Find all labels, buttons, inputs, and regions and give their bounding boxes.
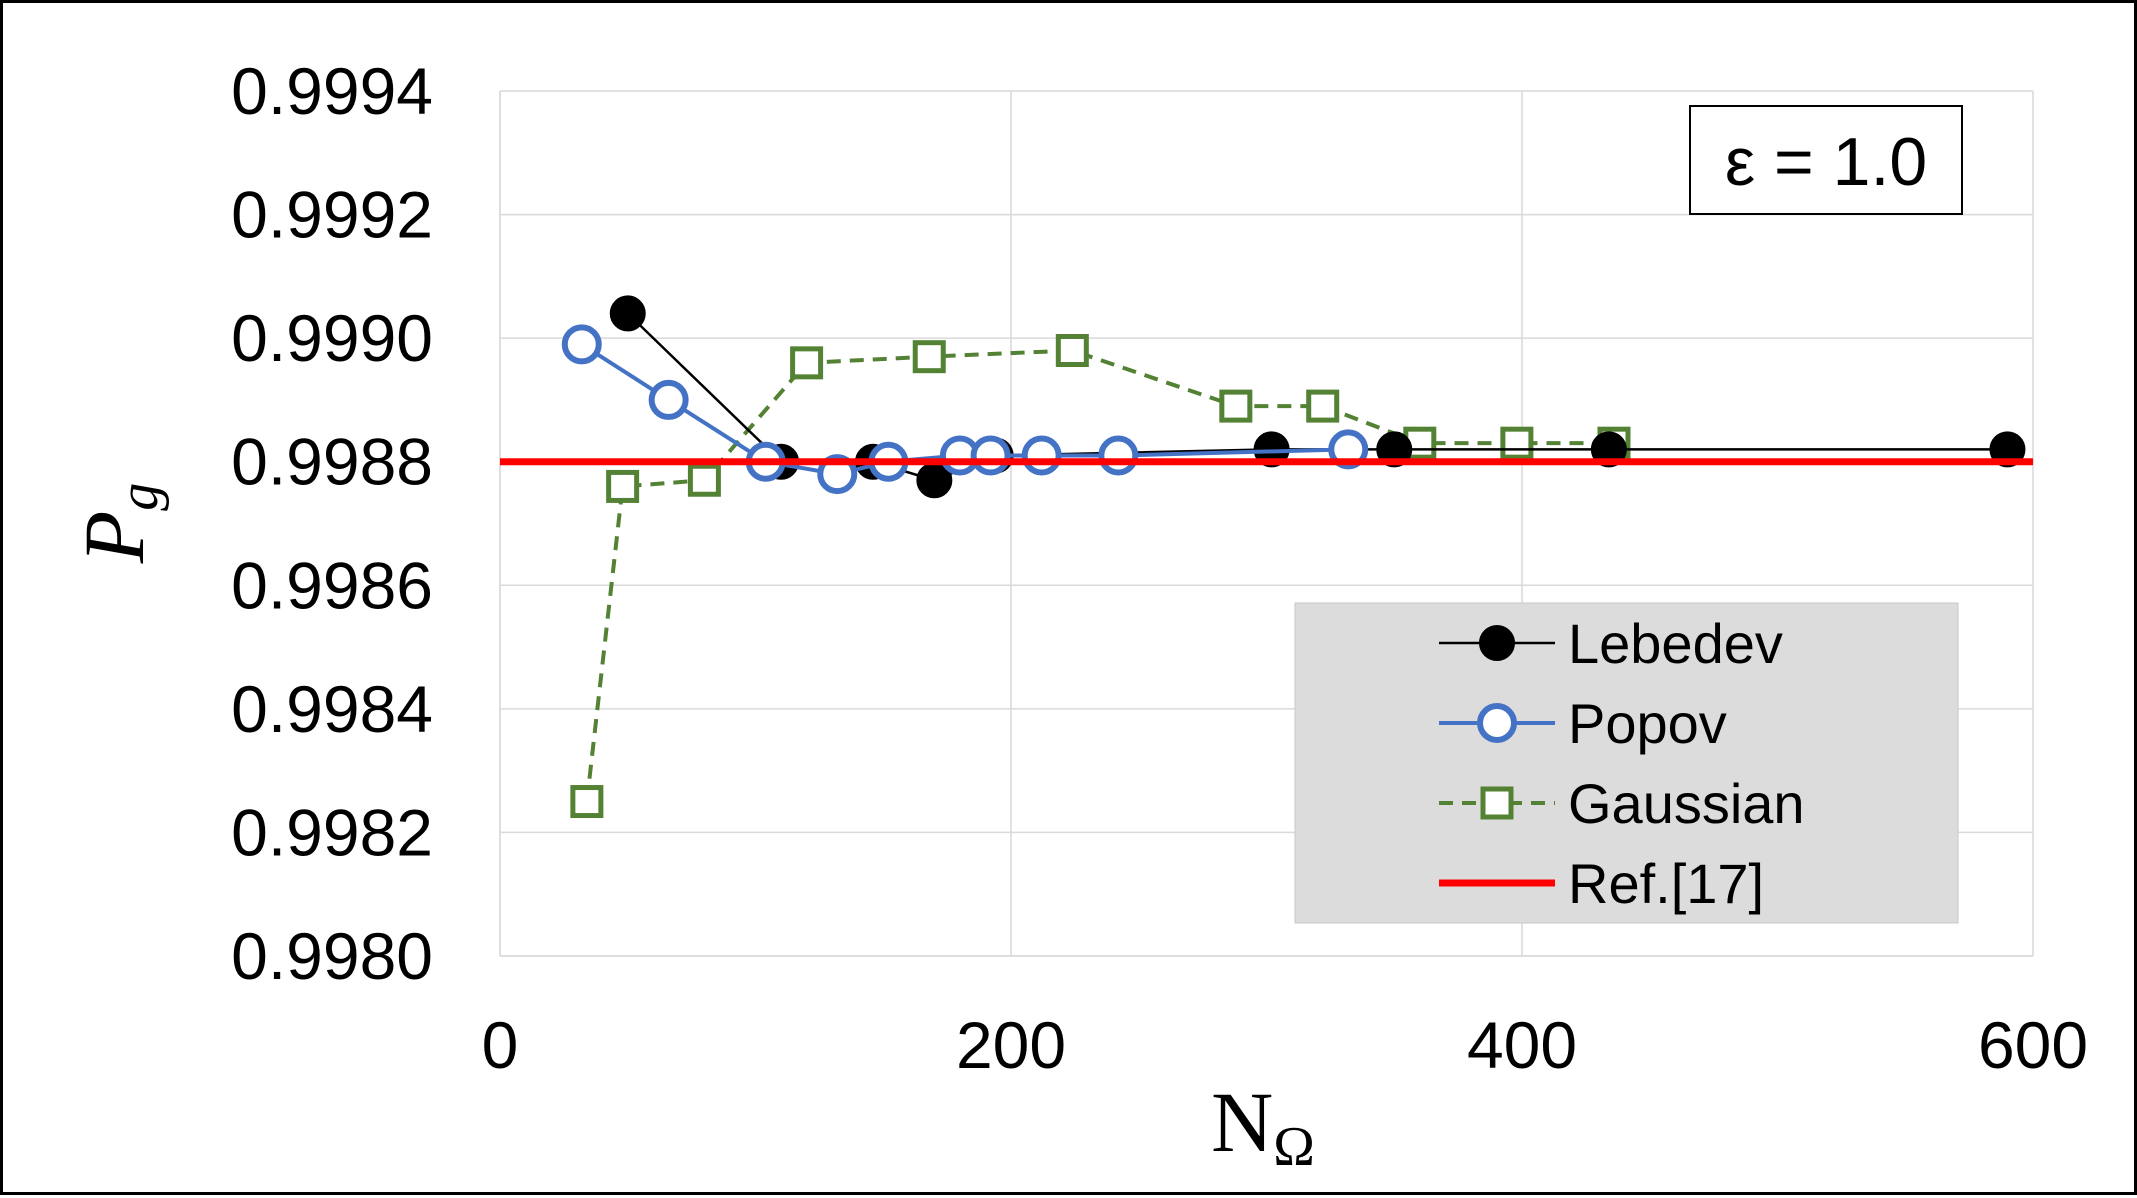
- lebedev-point: [1989, 431, 2026, 468]
- popov-point: [561, 324, 602, 365]
- y-tick-label: 0.9980: [231, 919, 433, 993]
- annotation-box: [1689, 105, 1963, 215]
- y-tick-label: 0.9984: [231, 672, 433, 746]
- popov-point: [970, 435, 1011, 476]
- popov-point: [648, 379, 689, 420]
- axes: [499, 91, 2033, 957]
- legend-gaussian-point: [1480, 786, 1514, 820]
- popov-point: [1328, 429, 1369, 470]
- y-tick-label: 0.9982: [231, 795, 433, 869]
- data-series: [500, 295, 2033, 819]
- lebedev-point: [1376, 431, 1413, 468]
- legend-label-ref-17: Ref.[17]: [1568, 852, 1764, 915]
- y-tick-label: 0.9988: [231, 425, 433, 499]
- lebedev-point: [1590, 431, 1627, 468]
- y-tick-label: 0.9992: [231, 178, 433, 252]
- legend-item-gaussian: Gaussian: [1439, 772, 1805, 835]
- gaussian-point: [790, 346, 824, 380]
- legend-box: [1294, 602, 1959, 924]
- annotation-text: ε = 1.0: [1725, 124, 1927, 200]
- gaussian-point: [1219, 389, 1253, 423]
- gaussian-point: [1500, 426, 1534, 460]
- chart-svg: 0.9980 0.9982 0.9984 0.9986 0.9988 0.9990 0.99…: [66, 54, 2088, 1178]
- legend-item-lebedev: Lebedev: [1439, 612, 1783, 675]
- y-tick-label: 0.9994: [231, 54, 433, 128]
- gaussian-point: [687, 463, 721, 497]
- popov-point: [1021, 435, 1062, 476]
- gaussian-point: [912, 340, 946, 374]
- lebedev-point: [609, 295, 646, 332]
- gaussian-point: [1306, 389, 1340, 423]
- x-tick-label: 600: [1978, 1008, 2088, 1082]
- y-axis-label: Pg: [66, 483, 170, 565]
- epsilon-annotation: ε = 1.0: [1689, 105, 1963, 215]
- tick-labels: 0.9980 0.9982 0.9984 0.9986 0.9988 0.9990 0.99…: [231, 54, 2088, 1082]
- legend-label-lebedev: Lebedev: [1568, 612, 1783, 675]
- legend-item-ref-17: Ref.[17]: [1439, 852, 1764, 915]
- legend-lebedev-point: [1479, 625, 1515, 661]
- legend-item-popov: Popov: [1439, 692, 1727, 755]
- legend-popov-point: [1477, 703, 1517, 743]
- gaussian-point: [570, 785, 604, 819]
- popov-point: [817, 454, 858, 495]
- gaussian-point: [1055, 334, 1089, 367]
- gaussian-line: [584, 348, 1614, 802]
- x-tick-label: 400: [1467, 1008, 1577, 1082]
- x-tick-label: 0: [482, 1008, 519, 1082]
- legend: Lebedev Popov Gaussian Ref.[17]: [1294, 602, 1959, 924]
- y-tick-label: 0.9990: [231, 301, 433, 375]
- popov-point: [1098, 435, 1139, 476]
- legend-label-popov: Popov: [1568, 692, 1727, 755]
- y-tick-label: 0.9986: [231, 548, 433, 622]
- gaussian-point: [606, 469, 640, 503]
- legend-label-gaussian: Gaussian: [1568, 772, 1805, 835]
- x-tick-label: 200: [956, 1008, 1066, 1082]
- x-axis-label: NΩ: [1211, 1074, 1315, 1178]
